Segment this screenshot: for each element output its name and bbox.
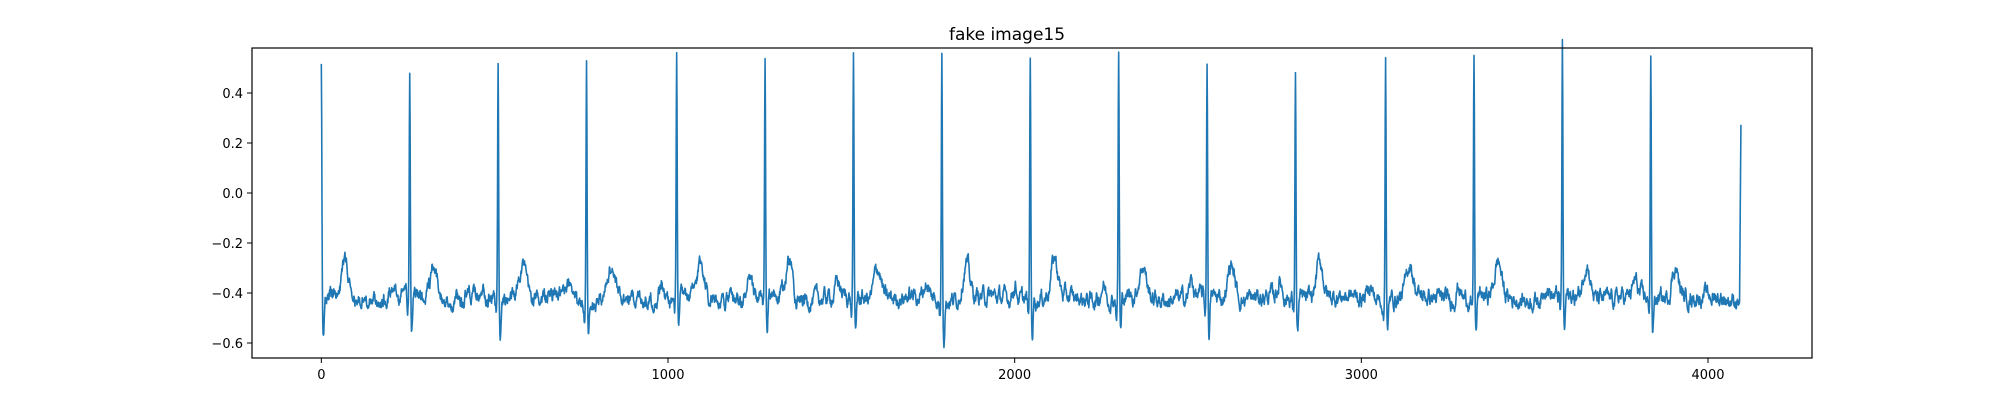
y-tick-label: −0.2 [211, 237, 243, 252]
plot-frame [251, 47, 1813, 359]
y-tick-label: 0.2 [222, 137, 243, 152]
y-tick-label: 0.0 [222, 187, 243, 202]
axes: 0 1000 2000 3000 4000 −0.6 −0.4 −0.2 0.0 0.2 0.4 [211, 47, 1813, 383]
x-tick-label: 4000 [1691, 368, 1724, 383]
y-tick-label: 0.4 [222, 87, 243, 102]
x-tick-label: 1000 [651, 368, 684, 383]
y-tick-label: −0.4 [211, 287, 243, 302]
x-tick-label: 2000 [998, 368, 1031, 383]
y-tick-label: −0.6 [211, 337, 243, 352]
series-line [320, 38, 1742, 349]
x-tick-label: 3000 [1345, 368, 1378, 383]
plot-area [320, 38, 1742, 349]
x-tick-label: 0 [317, 368, 325, 383]
chart-title: fake image15 [949, 25, 1065, 45]
